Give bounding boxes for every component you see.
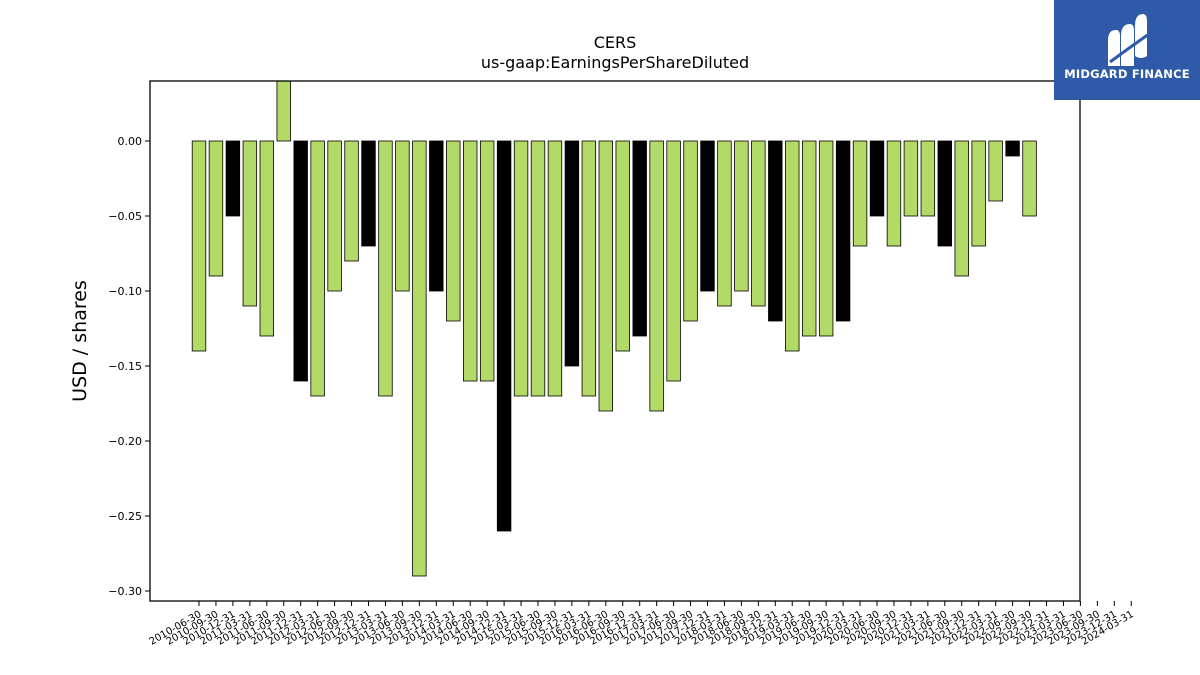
midgard-finance-logo: MIDGARD FINANCE: [1054, 0, 1200, 100]
bar-41: [869, 140, 885, 217]
bar-26: [615, 140, 630, 352]
bar-47: [971, 140, 986, 247]
bar-6: [276, 80, 291, 142]
bar-22: [547, 140, 563, 397]
bar-12: [378, 140, 393, 397]
y-axis-label: USD / shares: [69, 280, 91, 402]
bar-4: [242, 140, 258, 307]
bar-35: [768, 140, 783, 322]
y-tick-label: 0.00: [118, 135, 143, 148]
bar-20: [513, 140, 529, 397]
bar-21: [530, 140, 546, 397]
y-tick-label: −0.30: [108, 585, 142, 598]
bars-layer: [191, 80, 1037, 577]
bar-11: [361, 140, 376, 247]
bar-7: [293, 140, 308, 382]
bar-24: [581, 140, 597, 397]
bar-36: [785, 140, 800, 352]
bar-25: [598, 140, 614, 412]
bar-16: [446, 140, 461, 322]
bar-5: [259, 140, 275, 337]
bar-38: [818, 140, 834, 337]
bar-18: [479, 140, 495, 382]
bar-43: [903, 140, 919, 217]
bar-1: [191, 140, 207, 352]
bar-46: [954, 140, 969, 277]
chart-subtitle: us-gaap:EarningsPerShareDiluted: [481, 53, 749, 72]
bar-9: [327, 140, 342, 292]
bar-45: [937, 140, 953, 247]
bar-39: [835, 140, 851, 322]
y-tick-label: −0.25: [108, 510, 142, 523]
bar-8: [310, 140, 325, 397]
bar-48: [988, 140, 1003, 202]
x-axis: 2010-06-302010-09-302010-12-312011-03-31…: [148, 601, 1136, 648]
bar-23: [564, 140, 580, 367]
bar-44: [920, 140, 936, 217]
y-tick-label: −0.05: [108, 210, 142, 223]
bar-49: [1005, 140, 1020, 157]
y-tick-label: −0.15: [108, 360, 142, 373]
bar-40: [852, 140, 868, 247]
bar-28: [649, 140, 664, 412]
bar-30: [683, 140, 698, 322]
bar-3: [225, 140, 241, 217]
bar-15: [429, 140, 444, 292]
y-axis: 0.00 −0.05 −0.10 −0.15 −0.20 −0.25 −0.30: [108, 135, 150, 598]
bar-13: [395, 140, 410, 292]
logo-brand-text: MIDGARD FINANCE: [1064, 67, 1190, 81]
plot-frame: [149, 80, 1081, 602]
bar-14: [412, 140, 427, 577]
bar-17: [462, 140, 478, 382]
midgard-logo-icon: [1108, 14, 1150, 66]
bar-29: [666, 140, 681, 382]
chart-title: CERS: [594, 33, 637, 52]
y-tick-label: −0.10: [108, 285, 142, 298]
y-tick-label: −0.20: [108, 435, 142, 448]
bar-2: [208, 140, 224, 277]
bar-31: [700, 140, 715, 292]
bar-10: [344, 140, 359, 262]
bar-50: [1022, 140, 1037, 217]
bar-42: [886, 140, 902, 247]
bar-32: [717, 140, 732, 307]
bar-27: [632, 140, 647, 337]
bar-34: [751, 140, 766, 307]
bar-19: [496, 140, 512, 532]
bar-37: [802, 140, 817, 337]
bar-33: [734, 140, 749, 292]
